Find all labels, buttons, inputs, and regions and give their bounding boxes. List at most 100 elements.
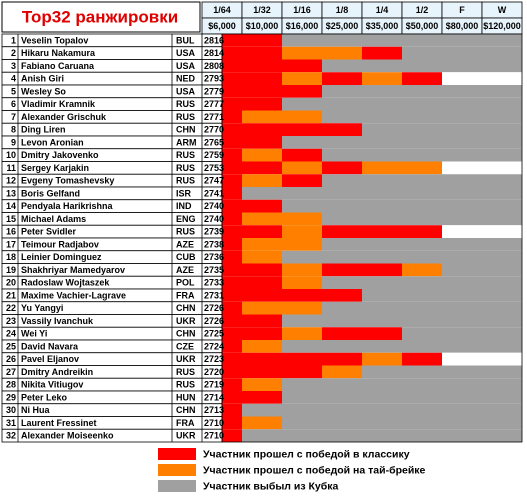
country: RUS (176, 99, 195, 109)
result-cell (242, 340, 282, 353)
result-cell (402, 34, 442, 47)
result-cell (482, 97, 522, 111)
result-cell (322, 187, 362, 200)
rank: 28 (6, 380, 16, 390)
result-cell (442, 161, 482, 175)
country: BUL (176, 35, 195, 45)
result-cell (402, 429, 442, 442)
player-name: Alexander Grischuk (21, 112, 107, 122)
result-cell (222, 225, 242, 238)
result-cell (242, 148, 282, 162)
result-cell (282, 97, 322, 111)
result-cell (402, 238, 442, 251)
result-cell (222, 301, 242, 315)
legend-swatch (158, 464, 196, 476)
result-cell (442, 136, 482, 149)
result-cell (402, 199, 442, 213)
result-cell (242, 225, 282, 238)
rating: 2726 (204, 316, 224, 326)
player-name: Radoslaw Wojtaszek (21, 278, 110, 288)
round-name: 1/2 (416, 5, 429, 15)
result-cell (282, 199, 322, 213)
player-name: Evgeny Tomashevsky (21, 176, 114, 186)
result-cell (362, 85, 402, 98)
result-cell (482, 365, 522, 379)
result-cell (222, 85, 242, 98)
result-cell (362, 365, 402, 379)
legend-label: Участник прошел с победой в классику (203, 448, 410, 460)
result-cell (442, 365, 482, 379)
country: RUS (176, 227, 195, 237)
country: ARM (176, 137, 197, 147)
player-name: Ni Hua (21, 405, 50, 415)
country: FRA (176, 290, 195, 300)
result-cell (482, 110, 522, 124)
result-cell (322, 72, 362, 85)
country: UKR (176, 316, 196, 326)
result-cell (242, 289, 282, 302)
result-cell (402, 59, 442, 73)
result-cell (442, 416, 482, 430)
result-cell (402, 148, 442, 162)
result-cell (222, 314, 242, 328)
result-cell (402, 416, 442, 430)
country: UKR (176, 354, 196, 364)
round-name: W (498, 5, 507, 15)
rating: 2740 (204, 214, 224, 224)
rank: 24 (6, 329, 16, 339)
result-cell (362, 59, 402, 73)
result-cell (402, 276, 442, 289)
country: USA (176, 48, 196, 58)
result-cell (402, 72, 442, 85)
result-cell (322, 301, 362, 315)
country: UKR (176, 431, 196, 441)
result-cell (242, 391, 282, 404)
rating: 2771 (204, 112, 224, 122)
country: NED (176, 74, 196, 84)
result-cell (242, 238, 282, 251)
result-cell (322, 110, 362, 124)
result-cell (362, 174, 402, 187)
legend-swatch (158, 448, 196, 460)
result-cell (322, 148, 362, 162)
player-name: Alexander Moiseenko (21, 431, 114, 441)
result-cell (322, 34, 362, 47)
result-cell (322, 263, 362, 277)
result-cell (242, 110, 282, 124)
result-cell (482, 123, 522, 136)
result-cell (442, 238, 482, 251)
result-cell (282, 301, 322, 315)
player-name: David Navara (21, 341, 79, 351)
result-cell (322, 314, 362, 328)
player-name: Yu Yangyi (21, 303, 63, 313)
result-cell (282, 378, 322, 391)
rank: 27 (6, 367, 16, 377)
result-cell (482, 263, 522, 277)
result-cell (362, 110, 402, 124)
table-border (221, 33, 523, 443)
legend-label: Участник выбыл из Кубка (203, 480, 338, 492)
player-name: Shakhriyar Mamedyarov (21, 265, 125, 275)
result-cell (362, 314, 402, 328)
result-cell (322, 250, 362, 264)
result-cell (282, 85, 322, 98)
result-cell (282, 250, 322, 264)
round-prize: $120,000 (483, 21, 521, 31)
result-cell (442, 85, 482, 98)
rating: 2816 (204, 35, 224, 45)
result-cell (222, 263, 242, 277)
result-cell (322, 161, 362, 175)
result-cell (482, 34, 522, 47)
result-cell (442, 34, 482, 47)
result-cell (402, 365, 442, 379)
player-name: Wesley So (21, 86, 66, 96)
rating: 2713 (204, 405, 224, 415)
result-cell (222, 365, 242, 379)
result-cell (322, 199, 362, 213)
rank: 31 (6, 418, 16, 428)
result-cell (222, 212, 242, 226)
result-cell (362, 46, 402, 60)
result-cell (282, 429, 322, 442)
rating: 2733 (204, 278, 224, 288)
